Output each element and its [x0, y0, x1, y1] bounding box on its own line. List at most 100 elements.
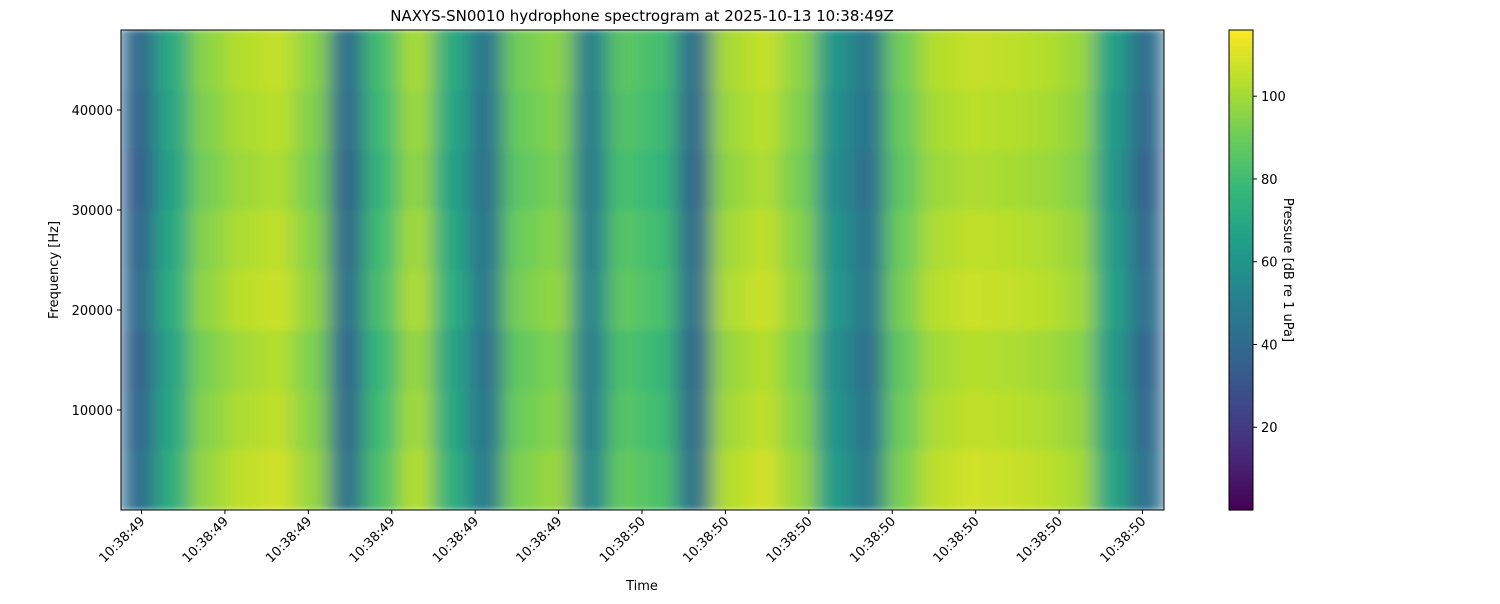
spectrogram-cell [850, 329, 887, 391]
colorbar-segment [1229, 386, 1253, 391]
spectrogram-cell [1059, 329, 1095, 391]
colorbar-segment [1229, 310, 1253, 315]
spectrogram-cell [537, 30, 574, 91]
colorbar-segment [1229, 286, 1253, 291]
x-axis-label: Time [625, 579, 658, 594]
spectrogram-cell [433, 149, 470, 211]
spectrogram-cell [155, 269, 192, 331]
colorbar-tick-label: 60 [1261, 256, 1278, 271]
spectrogram-cell [121, 149, 157, 211]
spectrogram-cell [676, 329, 713, 391]
spectrogram-cell [1093, 269, 1130, 331]
spectrogram-cell [746, 329, 783, 391]
spectrogram-cell [920, 389, 956, 451]
spectrogram-cell [224, 389, 261, 451]
spectrogram-cell [468, 389, 504, 451]
spectrogram-cell [1024, 149, 1061, 211]
spectrogram-cell [954, 89, 991, 151]
colorbar-segment [1229, 354, 1253, 359]
spectrogram-cell [398, 449, 435, 510]
spectrogram-cell [1059, 89, 1095, 151]
colorbar-segment [1229, 214, 1253, 219]
spectrogram-cell [537, 89, 574, 151]
spectrogram-cell [642, 449, 678, 510]
spectrogram-cell [1128, 269, 1164, 331]
spectrogram-cell [502, 30, 539, 91]
colorbar-segment [1229, 234, 1253, 239]
spectrogram-cell [468, 149, 504, 211]
colorbar-segment [1229, 38, 1253, 43]
colorbar-segment [1229, 58, 1253, 63]
spectrogram-cell [781, 149, 817, 211]
x-tick-label: 10:38:49 [180, 514, 232, 566]
spectrogram-cell [850, 30, 887, 91]
spectrogram-cell [155, 329, 192, 391]
spectrogram-cell [433, 449, 470, 510]
spectrogram-cell [920, 329, 956, 391]
spectrogram-cell [433, 30, 470, 91]
spectrogram-cell [1093, 149, 1130, 211]
spectrogram-cell [781, 89, 817, 151]
spectrogram-cell [468, 209, 504, 271]
colorbar-segment [1229, 474, 1253, 479]
spectrogram-cell [711, 209, 748, 271]
spectrogram-cell [294, 89, 331, 151]
spectrogram-cell [537, 269, 574, 331]
colorbar-segment [1229, 406, 1253, 411]
spectrogram-cell [746, 389, 783, 451]
colorbar-segment [1229, 158, 1253, 163]
spectrogram-cell [607, 389, 643, 451]
colorbar-segment [1229, 246, 1253, 251]
spectrogram-cell [433, 389, 470, 451]
spectrogram-cell [224, 329, 261, 391]
spectrogram-cell [642, 149, 678, 211]
spectrogram-cell [954, 149, 991, 211]
colorbar-segment [1229, 370, 1253, 375]
spectrogram-cell [363, 449, 400, 510]
spectrogram-cell [781, 209, 817, 271]
x-tick-label: 10:38:50 [931, 514, 983, 566]
colorbar-segment [1229, 374, 1253, 379]
spectrogram-cell [329, 449, 365, 510]
spectrogram-cell [155, 30, 192, 91]
spectrogram-cell [1024, 449, 1061, 510]
spectrogram-cell [711, 269, 748, 331]
colorbar-segment [1229, 390, 1253, 395]
spectrogram-cell [815, 449, 852, 510]
spectrogram-cell [676, 30, 713, 91]
colorbar-segment [1229, 186, 1253, 191]
colorbar-segment [1229, 206, 1253, 211]
spectrogram-cell [815, 269, 852, 331]
spectrogram-cell [1059, 269, 1095, 331]
colorbar-segment [1229, 422, 1253, 427]
spectrogram-cell [850, 89, 887, 151]
colorbar-segment [1229, 398, 1253, 403]
colorbar-segment [1229, 242, 1253, 247]
spectrogram-cell [885, 30, 922, 91]
spectrogram-cell [850, 209, 887, 271]
colorbar-segment [1229, 46, 1253, 51]
spectrogram-cell [885, 149, 922, 211]
colorbar-segment [1229, 414, 1253, 419]
spectrogram-cell [1059, 389, 1095, 451]
spectrogram-cell [607, 269, 643, 331]
colorbar-segment [1229, 358, 1253, 363]
colorbar-segment [1229, 482, 1253, 487]
spectrogram-cell [920, 449, 956, 510]
colorbar-tick-label: 20 [1261, 421, 1278, 436]
colorbar-segment [1229, 334, 1253, 339]
colorbar-segment [1229, 498, 1253, 503]
spectrogram-cell [537, 389, 574, 451]
spectrogram-cell [398, 329, 435, 391]
spectrogram-cell [746, 30, 783, 91]
spectrogram-cell [954, 449, 991, 510]
colorbar-segment [1229, 418, 1253, 423]
colorbar-segment [1229, 402, 1253, 407]
colorbar-segment [1229, 278, 1253, 283]
spectrogram-cell [1024, 209, 1061, 271]
spectrogram-cell [850, 269, 887, 331]
spectrogram-cell [642, 30, 678, 91]
spectrogram-cell [642, 89, 678, 151]
colorbar-segment [1229, 302, 1253, 307]
spectrogram-cell [329, 89, 365, 151]
